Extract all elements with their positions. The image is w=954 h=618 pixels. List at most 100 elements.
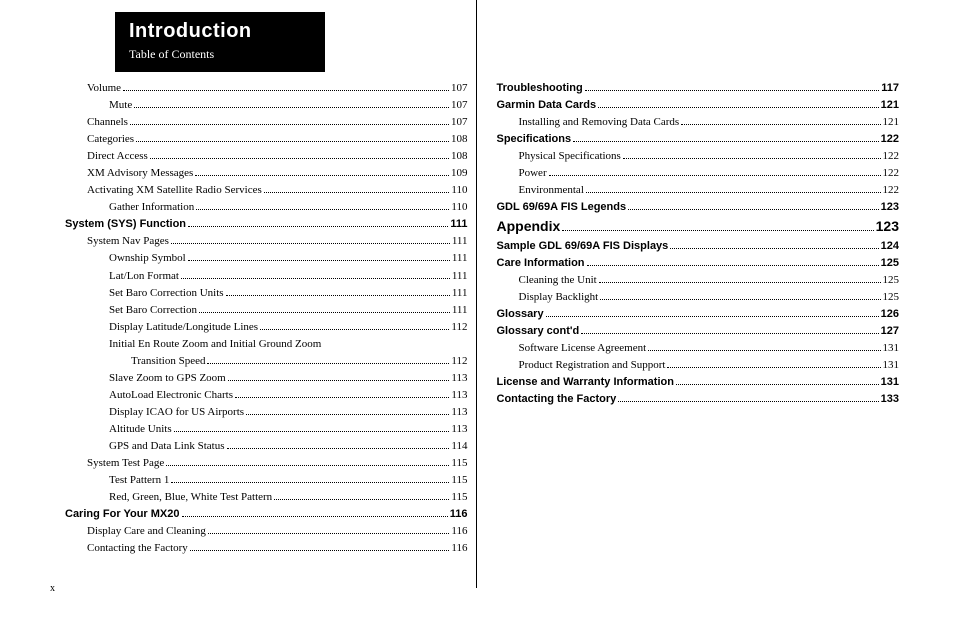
toc-entry: Gather Information110 (65, 199, 468, 216)
toc-leader (628, 209, 879, 210)
toc-entry: Red, Green, Blue, White Test Pattern115 (65, 489, 468, 506)
toc-page: 113 (451, 370, 467, 387)
toc-label: Display Backlight (519, 289, 599, 306)
toc-page: 111 (452, 302, 468, 319)
toc-entry: Glossary cont'd 127 (497, 323, 900, 340)
toc-leader (207, 363, 449, 364)
toc-label: Transition Speed (131, 353, 205, 370)
toc-label: Troubleshooting (497, 80, 583, 97)
toc-entry: Altitude Units113 (65, 421, 468, 438)
toc-column-right: Troubleshooting117Garmin Data Cards121In… (477, 80, 915, 588)
toc-entry: Display ICAO for US Airports113 (65, 404, 468, 421)
toc-leader (585, 90, 880, 91)
toc-leader (226, 295, 450, 296)
toc-entry: Sample GDL 69/69A FIS Displays124 (497, 238, 900, 255)
toc-page: 116 (451, 523, 467, 540)
toc-label: Volume (87, 80, 121, 97)
toc-leader (182, 516, 448, 517)
toc-entry: Transition Speed112 (65, 353, 468, 370)
toc-leader (134, 107, 449, 108)
toc-entry: Activating XM Satellite Radio Services11… (65, 182, 468, 199)
toc-page: 123 (876, 216, 899, 238)
toc-page: 116 (451, 540, 467, 557)
toc-page: 111 (450, 216, 467, 233)
toc-page: 122 (883, 165, 900, 182)
toc-leader (130, 124, 449, 125)
toc-page: 110 (451, 182, 467, 199)
toc-label: Channels (87, 114, 128, 131)
toc-leader (260, 329, 449, 330)
toc-page: 108 (451, 148, 468, 165)
toc-leader (227, 448, 450, 449)
toc-page: 115 (451, 472, 467, 489)
toc-entry: License and Warranty Information131 (497, 374, 900, 391)
toc-page: 127 (881, 323, 899, 340)
toc-label: Set Baro Correction (109, 302, 197, 319)
toc-entry: Software License Agreement131 (497, 340, 900, 357)
toc-label: Contacting the Factory (497, 391, 617, 408)
toc-label: Ownship Symbol (109, 250, 186, 267)
toc-entry: System Test Page115 (65, 455, 468, 472)
header-box: Introduction Table of Contents (115, 12, 325, 72)
toc-leader (190, 550, 450, 551)
toc-leader (166, 465, 449, 466)
toc-page: 121 (883, 114, 900, 131)
toc-page: 126 (881, 306, 899, 323)
toc-entry: Display Care and Cleaning 116 (65, 523, 468, 540)
toc-entry: AutoLoad Electronic Charts 113 (65, 387, 468, 404)
toc-page: 115 (451, 489, 467, 506)
toc-entry: Mute107 (65, 97, 468, 114)
toc-leader (174, 431, 450, 432)
toc-leader (136, 141, 449, 142)
toc-entry: Garmin Data Cards121 (497, 97, 900, 114)
toc-entry: Contacting the Factory116 (65, 540, 468, 557)
toc-label: Display Care and Cleaning (87, 523, 206, 540)
toc-page: 113 (451, 387, 467, 404)
toc-entry: Set Baro Correction 111 (65, 302, 468, 319)
toc-label: Product Registration and Support (519, 357, 666, 374)
toc-leader (586, 192, 881, 193)
toc-entry: Environmental122 (497, 182, 900, 199)
toc-label: Specifications (497, 131, 572, 148)
toc-leader (196, 209, 449, 210)
header-title: Introduction (129, 20, 311, 43)
toc-label: Slave Zoom to GPS Zoom (109, 370, 226, 387)
toc-label: Initial En Route Zoom and Initial Ground… (109, 336, 321, 353)
toc-label: Caring For Your MX20 (65, 506, 180, 523)
toc-label: Glossary cont'd (497, 323, 580, 340)
toc-page: 123 (881, 199, 899, 216)
toc-leader (546, 316, 879, 317)
toc-leader (670, 248, 878, 249)
toc-entry: Specifications122 (497, 131, 900, 148)
toc-label: Software License Agreement (519, 340, 647, 357)
toc-leader (171, 243, 450, 244)
toc-label: Display Latitude/Longitude Lines (109, 319, 258, 336)
toc-entry: Categories108 (65, 131, 468, 148)
toc-leader (123, 90, 449, 91)
toc-label: License and Warranty Information (497, 374, 674, 391)
toc-entry: XM Advisory Messages109 (65, 165, 468, 182)
toc-leader (195, 175, 449, 176)
toc-leader (188, 260, 450, 261)
toc-entry: Appendix 123 (497, 216, 900, 238)
toc-leader (598, 107, 878, 108)
toc-label: Appendix (497, 216, 561, 238)
toc-entry: GPS and Data Link Status114 (65, 438, 468, 455)
toc-leader (667, 367, 880, 368)
toc-leader (208, 533, 450, 534)
toc-entry: Glossary126 (497, 306, 900, 323)
toc-leader (648, 350, 880, 351)
toc-page: 111 (452, 268, 468, 285)
toc-entry: System (SYS) Function111 (65, 216, 468, 233)
toc-entry: Set Baro Correction Units111 (65, 285, 468, 302)
toc-leader (235, 397, 449, 398)
toc-label: AutoLoad Electronic Charts (109, 387, 233, 404)
toc-leader (573, 141, 879, 142)
toc-leader (581, 333, 878, 334)
toc-label: Direct Access (87, 148, 148, 165)
toc-entry: Initial En Route Zoom and Initial Ground… (65, 336, 468, 353)
toc-column-left: Volume107Mute107Channels107Categories108… (50, 80, 476, 588)
toc-page: 125 (881, 255, 899, 272)
toc-entry: Product Registration and Support131 (497, 357, 900, 374)
toc-label: Environmental (519, 182, 584, 199)
